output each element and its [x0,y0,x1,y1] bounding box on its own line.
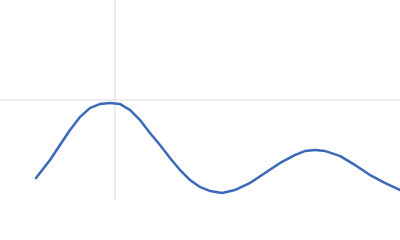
data-line [34,101,400,195]
chart [0,0,400,200]
